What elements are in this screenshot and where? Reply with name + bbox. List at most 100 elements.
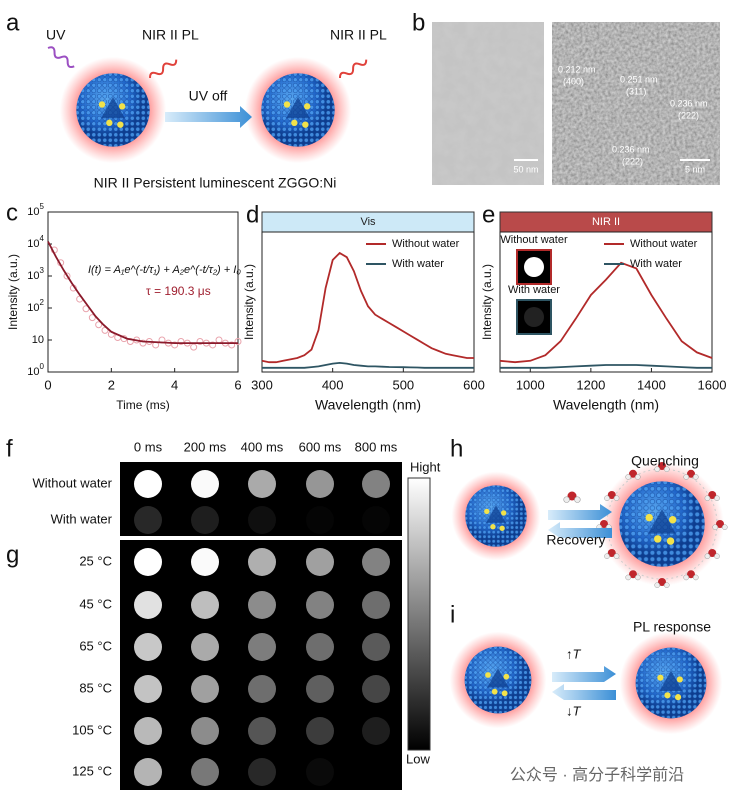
sample-spot (134, 717, 162, 745)
panel-i: i PL response ↑T ↓T (449, 601, 723, 735)
lattice-label: (222) (678, 110, 699, 120)
panel-a: a UV NIR II PL NIR II PL UV off NIR II P… (6, 9, 387, 190)
colorbar (407, 477, 431, 751)
panel-label: f (6, 435, 13, 462)
header-label: Vis (360, 216, 376, 228)
lattice-label: 0.236 nm (670, 98, 708, 108)
plot-frame (261, 231, 475, 373)
data-point (95, 321, 103, 329)
sample-spot (306, 470, 334, 498)
data-point (177, 337, 185, 345)
arrow (552, 666, 616, 682)
sample-spot (362, 717, 390, 745)
sample-spot (362, 675, 390, 703)
x-tick-label: 4 (171, 377, 178, 392)
sample-spot (306, 633, 334, 661)
formula: I(t) = A₁e^(-t/τ₁) + A₂e^(-t/τ₂) + I₀ (88, 264, 241, 276)
row-label: Without water (33, 475, 113, 490)
nanoparticle (244, 56, 352, 164)
y-tick-label: 10 (32, 334, 44, 346)
y-axis-title: Intensity (a.u.) (6, 254, 20, 330)
temp-up-label: ↑T (566, 646, 582, 661)
y-tick-label: 103 (27, 266, 44, 282)
scale-label: 5 nm (685, 164, 705, 174)
nanoparticle (600, 462, 724, 586)
sample-spot (134, 506, 162, 534)
panel-label: a (6, 9, 20, 36)
sample-spot (134, 470, 162, 498)
caption: NIR II Persistent luminescent ZGGO:Ni (94, 175, 337, 191)
arrow (548, 522, 612, 538)
arrow (165, 106, 252, 128)
plot-frame (47, 211, 239, 373)
sample-spot (248, 470, 276, 498)
column-label: 200 ms (184, 439, 227, 454)
sample-spot (191, 506, 219, 534)
uv-off-label: UV off (189, 88, 228, 104)
sample-spot (134, 591, 162, 619)
sample-spot (362, 758, 390, 786)
hrtem-texture (552, 22, 720, 185)
panel-label: b (412, 9, 425, 36)
header-label: NIR II (592, 216, 620, 228)
quenching-label: Quenching (631, 453, 699, 469)
lattice-label: (222) (622, 156, 643, 166)
sample-spot (134, 633, 162, 661)
nanoparticle (449, 631, 547, 729)
sample-spot (191, 548, 219, 576)
x-tick-label: 500 (392, 377, 414, 392)
row-label: With water (51, 511, 113, 526)
x-axis-title: Time (ms) (116, 398, 170, 412)
sample-spot (306, 591, 334, 619)
data-line (499, 261, 713, 364)
tem-texture (432, 22, 544, 185)
sample-spot (134, 548, 162, 576)
sample-spot (248, 675, 276, 703)
nanoparticle (451, 471, 541, 561)
row-label: 65 °C (79, 638, 112, 653)
sample-spot (362, 548, 390, 576)
data-point (88, 314, 96, 322)
image-strip (120, 540, 402, 790)
data-line (262, 361, 474, 369)
scale-label: 50 nm (513, 164, 538, 174)
legend-label: Without water (630, 238, 698, 250)
sample-spot (362, 591, 390, 619)
data-line (47, 241, 238, 344)
data-point (171, 341, 179, 349)
lattice-label: 0.212 nm (558, 64, 596, 74)
row-label: 45 °C (79, 596, 112, 611)
sample-spot (191, 758, 219, 786)
sample-spot (191, 717, 219, 745)
y-tick-label: 100 (27, 362, 44, 378)
arrow (552, 684, 616, 700)
inset-label: Without water (500, 234, 568, 246)
pl-label: NIR II PL (142, 27, 199, 43)
lattice-label: (400) (563, 76, 584, 86)
y-tick-label: 102 (27, 298, 44, 314)
arrow (548, 504, 612, 520)
sample-spot (134, 675, 162, 703)
panel-label: i (450, 601, 455, 628)
row-label: 105 °C (72, 722, 112, 737)
x-tick-label: 1400 (637, 377, 666, 392)
inset-label: With water (508, 284, 560, 296)
x-axis-title: Wavelength (nm) (553, 397, 659, 413)
sample-spot (306, 548, 334, 576)
column-label: 600 ms (299, 439, 342, 454)
y-axis-title: Intensity (a.u.) (242, 264, 256, 340)
sample-spot (306, 717, 334, 745)
sample-spot (362, 470, 390, 498)
lattice-label: 0.251 nm (620, 74, 658, 84)
sample-spot (191, 470, 219, 498)
y-axis-title: Intensity (a.u.) (480, 264, 494, 340)
row-label: 85 °C (79, 680, 112, 695)
x-tick-label: 2 (108, 377, 115, 392)
y-tick-label: 104 (27, 234, 44, 250)
sample-spot (248, 506, 276, 534)
panel-label: c (6, 199, 18, 226)
sample-spot (248, 591, 276, 619)
uv-wave (47, 46, 75, 69)
sample-spot (248, 633, 276, 661)
